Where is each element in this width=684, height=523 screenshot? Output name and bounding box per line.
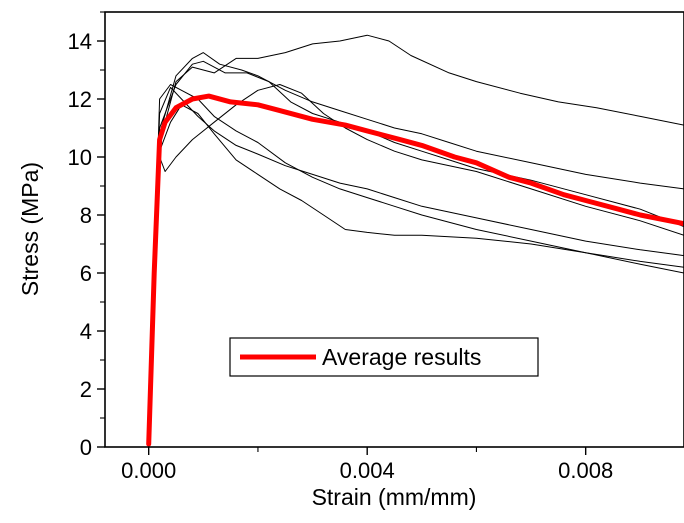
y-tick-label: 4 [80,319,92,344]
y-axis: 0 2 4 6 8 10 12 14 [68,11,105,460]
y-tick-label: 6 [80,261,92,286]
legend: Average results [229,337,539,377]
x-tick-label: 0.008 [558,458,613,483]
y-tick-label: 8 [80,203,92,228]
y-tick-label: 14 [68,29,92,54]
series-line-specimen-5 [148,86,684,445]
y-tick-label: 10 [68,145,92,170]
series-line-specimen-4 [148,84,684,445]
series-line-specimen-6 [148,104,684,445]
series-line-average [146,93,684,447]
x-axis: 0.000 0.004 0.008 [121,447,613,483]
series-line-specimen-2 [148,52,684,445]
x-tick-label: 0.000 [121,458,176,483]
y-tick-label: 2 [80,377,92,402]
plot-frame [104,11,684,448]
series-line-specimen-3 [148,60,684,445]
x-axis-title: Strain (mm/mm) [312,484,477,510]
legend-label-average: Average results [322,344,481,370]
x-tick-label: 0.004 [340,458,395,483]
series-line-specimen-1 [148,34,684,445]
series-line-specimen-7 [148,84,684,445]
y-axis-title: Stress (MPa) [17,162,43,296]
y-tick-label: 0 [80,435,92,460]
plot-lines [146,34,684,447]
y-tick-label: 12 [68,87,92,112]
